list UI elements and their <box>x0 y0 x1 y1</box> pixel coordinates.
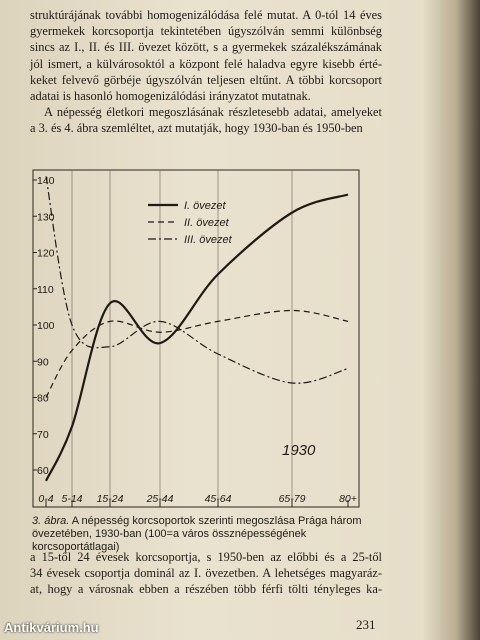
watermark: Antikvárium.hu <box>4 620 99 635</box>
text-line: a 15-től 24 évesek korcsoportja, s 1950-… <box>30 550 382 564</box>
x-tick-label: 25-44 <box>146 493 174 505</box>
x-tick-label: 15-24 <box>97 493 124 505</box>
caption-label: 3. ábra. <box>32 515 70 527</box>
y-tick-label: 140 <box>37 175 55 187</box>
legend-label: II. övezet <box>184 217 230 229</box>
legend-label: I. övezet <box>184 200 227 212</box>
y-tick-label: 60 <box>37 465 49 477</box>
x-tick-label: 80+ <box>339 493 357 505</box>
y-tick-label: 120 <box>37 248 55 260</box>
y-tick-label: 80 <box>37 393 49 405</box>
x-tick-label: 5-14 <box>61 493 82 505</box>
y-tick-label: 130 <box>37 211 55 223</box>
x-tick-label: 0-4 <box>38 493 53 505</box>
series-line <box>45 309 349 398</box>
text-line: gyermekek korcsoportja tekintetében úgys… <box>30 24 382 39</box>
y-tick-label: 100 <box>37 320 55 332</box>
chart-frame <box>32 169 360 508</box>
text-line: sincs az I., II. és III. övezet között, … <box>30 40 382 55</box>
legend-label: III. övezet <box>184 234 233 246</box>
text-line: at, hogy a városnak ebben a részében töb… <box>30 582 382 597</box>
y-tick-label: 110 <box>37 284 54 296</box>
text-line: keket felvevő görbéje úgyszólván teljese… <box>30 72 382 87</box>
text-line: jól ismert, a külvárosoktól a központ fe… <box>30 56 382 71</box>
x-tick-label: 45-64 <box>205 493 232 505</box>
text-line: 34 évesek csoportja dominál az I. övezet… <box>30 566 382 581</box>
y-tick-label: 90 <box>37 356 49 368</box>
y-tick-label: 70 <box>37 429 49 441</box>
text-line: a 3. és 4. ábra szemléltet, azt mutatják… <box>30 121 363 136</box>
series-line <box>45 176 349 384</box>
text-line: struktúrájának további homogenizálódása … <box>30 8 382 22</box>
annotation: 1930 <box>282 442 316 459</box>
text-line: A népesség életkori megoszlásának részle… <box>44 105 382 120</box>
series-line <box>45 193 349 482</box>
caption-text: A népesség korcsoportok szerinti megoszl… <box>32 515 362 553</box>
text-line: adatai is hasonló homogenizálódási irány… <box>30 89 311 103</box>
page-number: 231 <box>356 617 376 632</box>
caption: 3. ábra. A népesség korcsoportok szerint… <box>32 515 372 554</box>
x-tick-label: 65-79 <box>279 493 306 505</box>
